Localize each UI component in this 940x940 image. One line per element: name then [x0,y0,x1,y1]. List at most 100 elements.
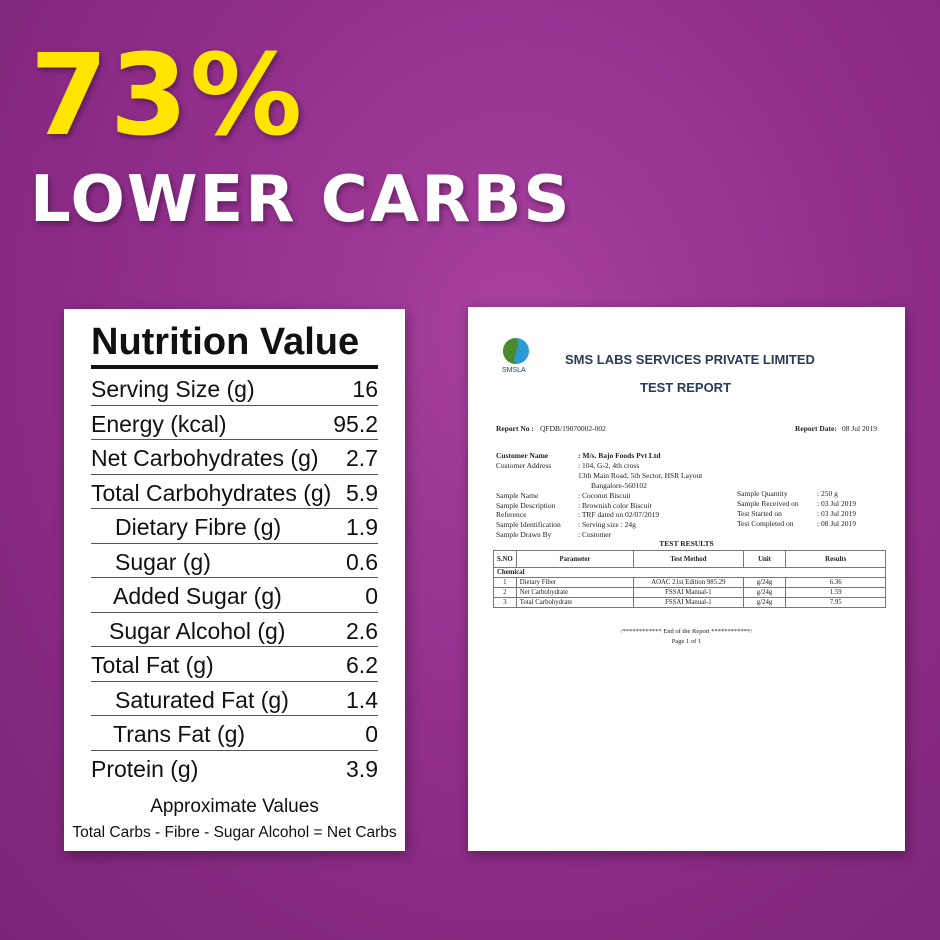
logo-text: SMSLA [502,367,526,374]
field-label: Sample Quantity [737,489,788,498]
field-label: Test Completed on [737,518,794,528]
net-carbs-formula: Total Carbs - Fibre - Sugar Alcohol = Ne… [72,824,397,841]
nutrient-value: 0 [365,583,378,610]
nutrient-value: 6.2 [346,652,378,679]
field-value: 13th Main Road, 5th Sector, HSR Layout [578,470,703,480]
field-value: : 08 Jul 2019 [817,518,856,528]
nutrient-value: 1.4 [346,686,378,713]
nutrient-label: Serving Size (g) [91,376,255,403]
table-cell: AOAC 21st Edition 985.29 [633,577,744,588]
nutrition-row: Sugar Alcohol (g) 2.6 [91,613,378,647]
table-row: 1 Dietary Fiber AOAC 21st Edition 985.29 g/… [493,577,886,588]
nutrition-row: Protein (g) 3.9 [91,751,378,786]
nutrition-row: Total Fat (g) 6.2 [91,647,378,682]
table-cell: g/24g [742,577,787,588]
headline-percent: 73% [30,31,305,161]
table-cell: FSSAI Manual-1 [633,597,744,608]
headline-subtitle: LOWER CARBS [30,163,572,237]
nutrition-card: Nutrition Value Serving Size (g) 16 Energy… [64,309,405,851]
field-value: : 250 g [817,489,838,498]
table-cell: Dietary Fiber [515,577,635,588]
approx-note: Approximate Values [150,796,319,817]
nutrient-label: Total Fat (g) [91,652,214,679]
nutrition-row: Total Carbohydrates (g) 5.9 [91,475,378,509]
report-end: /************ End of the Report ********… [620,628,753,635]
field-label: Sample Description [496,500,556,510]
table-cell: 3 [493,597,517,608]
table-cell: g/24g [742,587,787,598]
nutrient-value: 1.9 [346,514,378,541]
field-label: Sample Name [496,490,539,500]
results-table: S.NO Parameter Test Method Unit Results Chem… [493,550,886,608]
company-name: SMS LABS SERVICES PRIVATE LIMITED [565,352,815,367]
nutrition-row: Net Carbohydrates (g) 2.7 [91,440,378,475]
table-cell: Net Carbohydrate [515,587,635,598]
nutrient-label: Trans Fat (g) [113,721,246,748]
field-value: : Serving size : 24g [578,520,636,530]
nutrition-row: Added Sugar (g) 0 [91,578,378,613]
nutrient-value: 0 [365,721,378,748]
field-label: Sample Drawn By [496,530,552,540]
report-date-label: Report Date: [795,424,837,433]
nutrient-label: Added Sugar (g) [113,583,282,610]
divider [91,365,378,369]
report-no: QFDB/19070002-002 [540,424,606,433]
nutrient-value: 2.6 [346,617,378,644]
table-row: 2 Net Carbohydrate FSSAI Manual-1 g/24g 1.59 [493,587,886,598]
nutrition-row: Sugar (g) 0.6 [91,544,378,578]
nutrient-value: 95.2 [333,410,378,437]
field-label: Sample Identification [496,520,561,530]
nutrition-row: Energy (kcal) 95.2 [91,406,378,440]
field-value: Bangalore-560102 [591,480,647,490]
field-label: Customer Name [496,451,549,460]
table-cell: 1 [493,577,517,588]
table-cell: 2 [493,587,517,598]
nutrient-label: Total Carbohydrates (g) [91,479,332,506]
nutrient-label: Net Carbohydrates (g) [91,445,319,472]
column-header: Unit [742,550,787,568]
field-value: : TRF dated on 02/07/2019 [578,510,660,520]
nutrient-value: 3.9 [346,756,378,783]
column-header: S.NO [493,550,517,568]
column-header: Test Method [633,550,744,568]
nutrient-value: 0.6 [346,548,378,575]
table-cell: 7.95 [785,597,886,608]
nutrient-label: Dietary Fibre (g) [115,514,282,541]
lab-report: SMSLA SMS LABS SERVICES PRIVATE LIMITED … [468,307,905,851]
field-value: : M/s. Bajo Foods Pvt Ltd [578,451,661,460]
nutrient-label: Sugar Alcohol (g) [109,617,286,644]
nutrient-label: Energy (kcal) [91,410,227,437]
group-label: Chemical [493,567,886,578]
table-cell: g/24g [742,597,787,608]
field-value: : 104, G-2, 4th cross [578,460,640,470]
report-date: 08 Jul 2019 [842,424,878,433]
nutrient-value: 2.7 [346,445,378,472]
column-header: Parameter [515,550,635,568]
nutrition-title: Nutrition Value [91,321,360,363]
lab-logo: SMSLA [500,337,532,374]
field-label: Test Started on [737,508,782,518]
field-value: : Customer [578,530,612,540]
nutrient-label: Sugar (g) [115,548,211,575]
column-header: Results [785,550,886,568]
nutrition-row: Trans Fat (g) 0 [91,716,378,751]
nutrient-label: Saturated Fat (g) [115,686,289,713]
report-title: TEST REPORT [640,380,732,395]
nutrition-row: Dietary Fibre (g) 1.9 [91,509,378,544]
field-label: Sample Received on [737,498,799,508]
report-no-label: Report No : [496,424,534,433]
field-value: : 03 Jul 2019 [817,498,856,508]
page-number: Page 1 of 1 [671,638,702,645]
nutrition-rows: Serving Size (g) 16 Energy (kcal) 95.2 Net C… [91,371,378,785]
field-value: : Brownish color Biscuit [578,500,652,510]
nutrition-row: Saturated Fat (g) 1.4 [91,682,378,716]
field-value: : 03 Jul 2019 [817,508,856,518]
field-label: Customer Address [496,460,552,470]
nutrient-value: 16 [352,376,378,403]
table-cell: 6.36 [785,577,886,588]
nutrient-value: 5.9 [346,479,378,506]
table-cell: FSSAI Manual-1 [633,587,744,598]
field-label: Reference [496,510,527,520]
nutrition-row: Serving Size (g) 16 [91,371,378,406]
table-cell: Total Carbohydrate [515,597,635,608]
